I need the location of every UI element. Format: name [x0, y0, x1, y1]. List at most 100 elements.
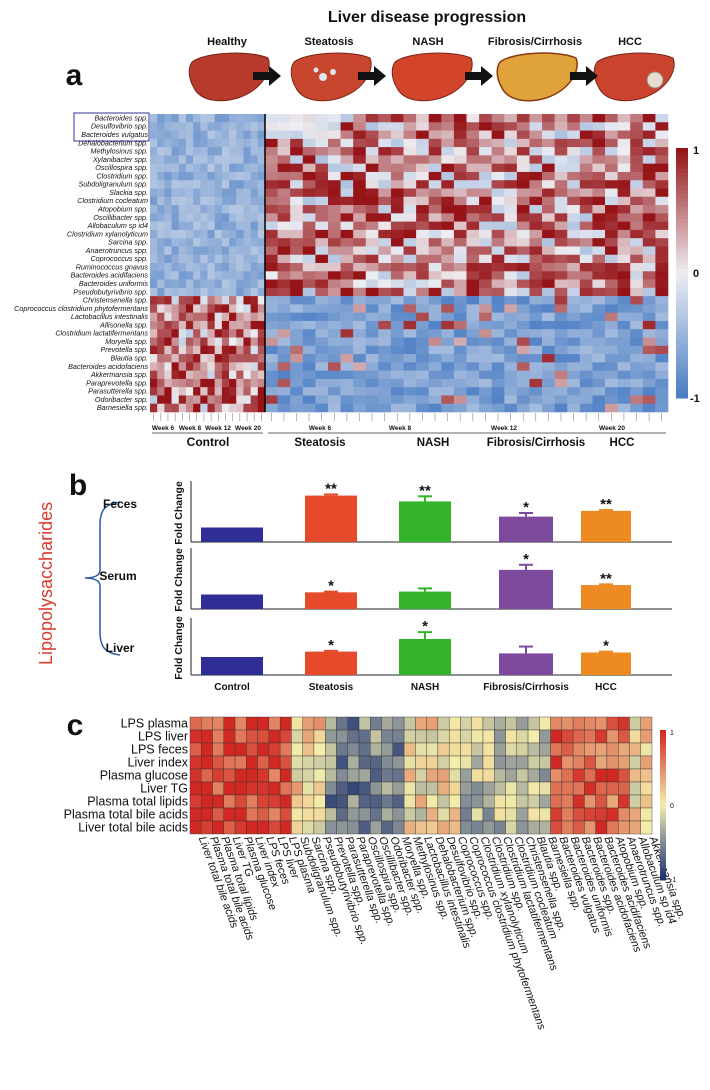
- heatmap-a-cell: [642, 395, 656, 405]
- heatmap-a-cell: [592, 163, 606, 173]
- heatmap-a-cell: [302, 387, 316, 396]
- heatmap-a-cell: [428, 403, 442, 413]
- heatmap-a-cell: [277, 287, 291, 297]
- heatmap-c-cell: [640, 781, 653, 796]
- heatmap-a-cell: [365, 130, 379, 140]
- heatmap-a-cell: [200, 263, 208, 272]
- heatmap-a-cell: [250, 155, 259, 164]
- heatmap-a-cell: [617, 130, 631, 140]
- heatmap-a-cell: [315, 320, 329, 330]
- heatmap-c-cell: [595, 755, 608, 770]
- heatmap-a-cell: [150, 370, 158, 380]
- heatmap-c-cell: [606, 794, 619, 809]
- heatmap-a-cell: [504, 395, 518, 405]
- heatmap-a-cell: [617, 221, 631, 231]
- heatmap-a-cell: [221, 337, 230, 347]
- heatmap-a-cell: [150, 138, 158, 148]
- heatmap-a-cell: [171, 370, 180, 380]
- heatmap-a-cell: [221, 296, 230, 305]
- heatmap-a-cell: [579, 263, 593, 272]
- heatmap-a-cell: [150, 287, 158, 297]
- heatmap-a-cell: [207, 362, 215, 371]
- heatmap-a-cell: [221, 155, 230, 164]
- heatmap-a-cell: [200, 320, 208, 330]
- heatmap-c-cell: [279, 755, 292, 770]
- heatmap-a-cell: [403, 395, 417, 405]
- colorbar-a-max-label: 1: [693, 145, 699, 157]
- heatmap-a-cell: [353, 362, 367, 371]
- heatmap-a-cell: [542, 130, 555, 140]
- heatmap-a-cell: [185, 238, 194, 247]
- heatmap-a-cell: [193, 221, 201, 231]
- heatmap-a-cell: [290, 122, 304, 131]
- fat-droplet-icon: [330, 69, 336, 75]
- heatmap-c-cell: [527, 742, 540, 757]
- heatmap-a-cell: [491, 287, 505, 297]
- heatmap-a-cell: [229, 296, 237, 305]
- heatmap-a-cell: [479, 403, 492, 413]
- heatmap-a-cell: [236, 138, 244, 148]
- heatmap-a-cell: [243, 163, 251, 173]
- colorbar-a-min-label: -1: [690, 393, 700, 405]
- bar: [305, 495, 357, 542]
- heatmap-a-cell: [529, 138, 543, 148]
- heatmap-a-cell: [428, 180, 442, 189]
- heatmap-a-cell: [617, 263, 631, 272]
- heatmap-a-cell: [466, 122, 480, 131]
- heatmap-c-cell: [471, 794, 484, 809]
- heatmap-a-cell: [655, 171, 669, 181]
- heatmap-a-cell: [340, 122, 354, 131]
- heatmap-a-cell: [207, 296, 215, 305]
- heatmap-c-cell: [426, 781, 439, 796]
- heatmap-c-cell: [336, 820, 348, 835]
- heatmap-a-cell: [365, 337, 379, 347]
- heatmap-a-cell: [207, 122, 215, 131]
- heatmap-a-cell: [567, 254, 581, 264]
- heatmap-a-cell: [403, 279, 417, 289]
- heatmap-a-cell: [277, 163, 291, 173]
- heatmap-a-cell: [243, 147, 251, 156]
- colorbar-a-swatch: [676, 181, 688, 186]
- heatmap-a-cell: [516, 196, 530, 206]
- heatmap-a-cell: [171, 296, 180, 305]
- heatmap-c-cell: [606, 755, 619, 770]
- heatmap-a-cell: [365, 345, 379, 355]
- heatmap-a-cell: [554, 337, 568, 347]
- colorbar-c-swatch: [660, 814, 666, 818]
- heatmap-a-cell: [236, 180, 244, 189]
- heatmap-a-cell: [290, 254, 304, 264]
- colorbar-c-swatch: [660, 784, 666, 788]
- colorbar-c-swatch: [660, 802, 666, 806]
- colorbar-a-swatch: [676, 264, 688, 270]
- heatmap-a-cell: [617, 362, 631, 371]
- heatmap-c-cell: [471, 807, 484, 822]
- heatmap-a-cell: [171, 246, 180, 256]
- heatmap-a-cell: [290, 138, 304, 148]
- heatmap-c-cell: [572, 768, 585, 783]
- heatmap-a-cell: [630, 147, 644, 156]
- heatmap-a-cell: [315, 205, 329, 214]
- heatmap-a-cell: [277, 155, 291, 164]
- heatmap-a-cell: [630, 329, 644, 338]
- heatmap-a-cell: [290, 155, 304, 164]
- heatmap-a-cell: [327, 296, 341, 305]
- heatmap-a-cell: [542, 304, 555, 313]
- heatmap-c-cell: [223, 807, 236, 822]
- heatmap-c-cell: [336, 742, 348, 757]
- colorbar-c-swatch: [660, 787, 666, 791]
- heatmap-c-cell: [336, 794, 348, 809]
- heatmap-a-cell: [157, 345, 165, 355]
- heatmap-a-cell: [236, 246, 244, 256]
- heatmap-a-cell: [542, 337, 555, 347]
- heatmap-a-cell: [185, 196, 194, 206]
- heatmap-a-cell: [516, 370, 530, 380]
- heatmap-c-cell: [223, 716, 236, 731]
- heatmap-a-cell: [178, 147, 187, 156]
- heatmap-a-cell: [150, 279, 158, 289]
- heatmap-a-cell: [504, 205, 518, 214]
- heatmap-a-cell: [302, 287, 316, 297]
- heatmap-a-cell: [453, 171, 467, 181]
- heatmap-a-cell: [516, 387, 530, 396]
- heatmap-a-cell: [193, 163, 201, 173]
- heatmap-a-cell: [428, 163, 442, 173]
